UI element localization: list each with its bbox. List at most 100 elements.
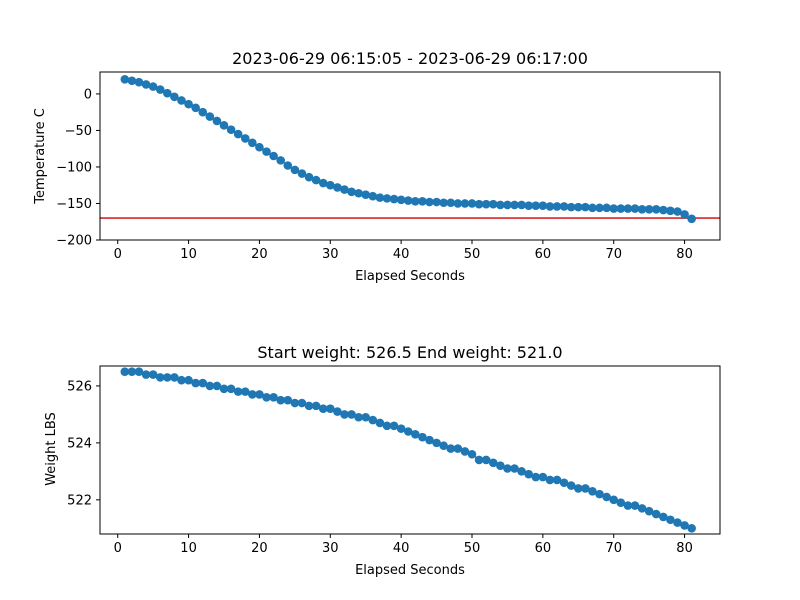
temperature-chart-title: 2023-06-29 06:15:05 - 2023-06-29 06:17:0… bbox=[232, 49, 588, 68]
weight-plot-area bbox=[99, 365, 721, 535]
weight-data-point bbox=[311, 401, 321, 411]
weight-data-point bbox=[333, 407, 342, 416]
temperature-data-point bbox=[163, 88, 172, 98]
temperature-x-tick-label: 10 bbox=[180, 247, 197, 262]
weight-data-point bbox=[496, 461, 505, 470]
weight-x-tick-label: 60 bbox=[535, 541, 552, 556]
temperature-data-point bbox=[411, 196, 420, 206]
weight-data-point bbox=[361, 412, 371, 422]
weight-data-point bbox=[248, 390, 257, 399]
weight-x-tick-label: 50 bbox=[464, 541, 481, 556]
temperature-data-point bbox=[559, 202, 569, 211]
temperature-data-point bbox=[545, 202, 555, 211]
weight-data-point bbox=[163, 373, 172, 382]
weight-data-point bbox=[595, 489, 604, 499]
temperature-data-point bbox=[644, 205, 654, 214]
weight-data-point bbox=[432, 438, 441, 448]
temperature-data-point bbox=[191, 103, 200, 113]
temperature-data-point bbox=[127, 76, 137, 86]
weight-data-point bbox=[141, 370, 151, 379]
weight-data-point bbox=[290, 398, 300, 408]
weight-data-point bbox=[170, 373, 179, 382]
weight-x-tick-label: 70 bbox=[605, 541, 622, 556]
temperature-data-point bbox=[616, 204, 626, 213]
temperature-data-point bbox=[347, 187, 356, 197]
weight-data-point bbox=[212, 381, 222, 391]
temperature-data-point bbox=[453, 199, 463, 208]
temperature-data-point bbox=[595, 203, 604, 213]
weight-data-point bbox=[588, 486, 597, 496]
weight-data-point bbox=[673, 518, 682, 527]
temperature-x-tick-label: 60 bbox=[535, 247, 552, 262]
weight-data-point bbox=[552, 475, 562, 485]
weight-x-axis-label: Elapsed Seconds bbox=[355, 563, 465, 578]
temperature-data-point bbox=[290, 165, 300, 175]
temperature-data-point bbox=[651, 205, 661, 214]
temperature-y-tick-label: −100 bbox=[56, 160, 92, 175]
temperature-data-point bbox=[581, 202, 590, 212]
temperature-data-point bbox=[120, 75, 130, 84]
weight-x-tick-label: 20 bbox=[251, 541, 268, 556]
temperature-data-point bbox=[255, 142, 264, 152]
weight-data-point bbox=[602, 492, 611, 502]
temperature-data-point bbox=[432, 197, 441, 207]
temperature-data-point bbox=[637, 205, 647, 214]
temperature-y-tick-label: 0 bbox=[84, 87, 92, 102]
temperature-data-point bbox=[269, 151, 278, 161]
temperature-data-point bbox=[602, 203, 611, 213]
temperature-data-point bbox=[680, 210, 689, 219]
temperature-x-tick-label: 20 bbox=[251, 247, 268, 262]
temperature-data-point bbox=[517, 200, 526, 210]
temperature-x-tick-label: 30 bbox=[322, 247, 339, 262]
weight-data-point bbox=[566, 481, 576, 490]
temperature-data-point bbox=[134, 77, 144, 87]
weight-x-tick-label: 40 bbox=[393, 541, 410, 556]
temperature-x-tick-label: 50 bbox=[464, 247, 481, 262]
temperature-x-axis-label: Elapsed Seconds bbox=[355, 269, 465, 284]
weight-data-point bbox=[644, 506, 654, 516]
weight-data-point bbox=[630, 501, 640, 510]
temperature-data-point bbox=[148, 82, 158, 91]
weight-data-point bbox=[573, 484, 583, 493]
weight-data-point bbox=[623, 501, 633, 510]
temperature-data-point bbox=[382, 194, 392, 203]
temperature-chart: 2023-06-29 06:15:05 - 2023-06-29 06:17:0… bbox=[33, 49, 721, 284]
weight-data-point bbox=[368, 415, 378, 425]
temperature-data-point bbox=[496, 200, 505, 210]
temperature-data-point bbox=[538, 201, 548, 210]
weight-data-point bbox=[389, 421, 399, 431]
weight-data-point bbox=[418, 432, 427, 442]
temperature-data-point bbox=[673, 207, 682, 216]
weight-data-point bbox=[283, 395, 293, 405]
temperature-data-point bbox=[311, 175, 321, 185]
weight-data-point bbox=[318, 404, 328, 414]
weight-data-point bbox=[616, 498, 626, 507]
weight-data-point bbox=[439, 441, 448, 451]
weight-data-point bbox=[205, 381, 215, 391]
temperature-data-point bbox=[531, 201, 541, 210]
temperature-data-point bbox=[304, 172, 314, 182]
temperature-data-point bbox=[396, 195, 406, 205]
temperature-x-tick-label: 0 bbox=[114, 247, 122, 262]
weight-data-point bbox=[609, 495, 619, 505]
temperature-data-point bbox=[630, 204, 640, 213]
temperature-data-point bbox=[283, 161, 293, 170]
weight-data-point bbox=[177, 375, 186, 385]
weight-data-point bbox=[510, 464, 519, 473]
temperature-data-point bbox=[659, 205, 668, 215]
weight-data-point bbox=[226, 384, 236, 394]
temperature-data-point bbox=[524, 201, 533, 210]
temperature-data-point bbox=[219, 121, 229, 130]
weight-y-axis-label: Weight LBS bbox=[44, 412, 59, 486]
temperature-data-point bbox=[276, 156, 285, 165]
weight-data-point bbox=[559, 478, 569, 488]
weight-data-point bbox=[255, 390, 264, 399]
weight-data-point bbox=[269, 393, 278, 402]
temperature-data-point bbox=[666, 206, 675, 216]
temperature-data-point bbox=[503, 200, 512, 210]
temperature-data-point bbox=[488, 199, 498, 209]
weight-data-point bbox=[155, 373, 165, 382]
temperature-data-point bbox=[573, 202, 583, 212]
temperature-data-point bbox=[233, 129, 243, 139]
weight-data-point bbox=[524, 469, 533, 479]
